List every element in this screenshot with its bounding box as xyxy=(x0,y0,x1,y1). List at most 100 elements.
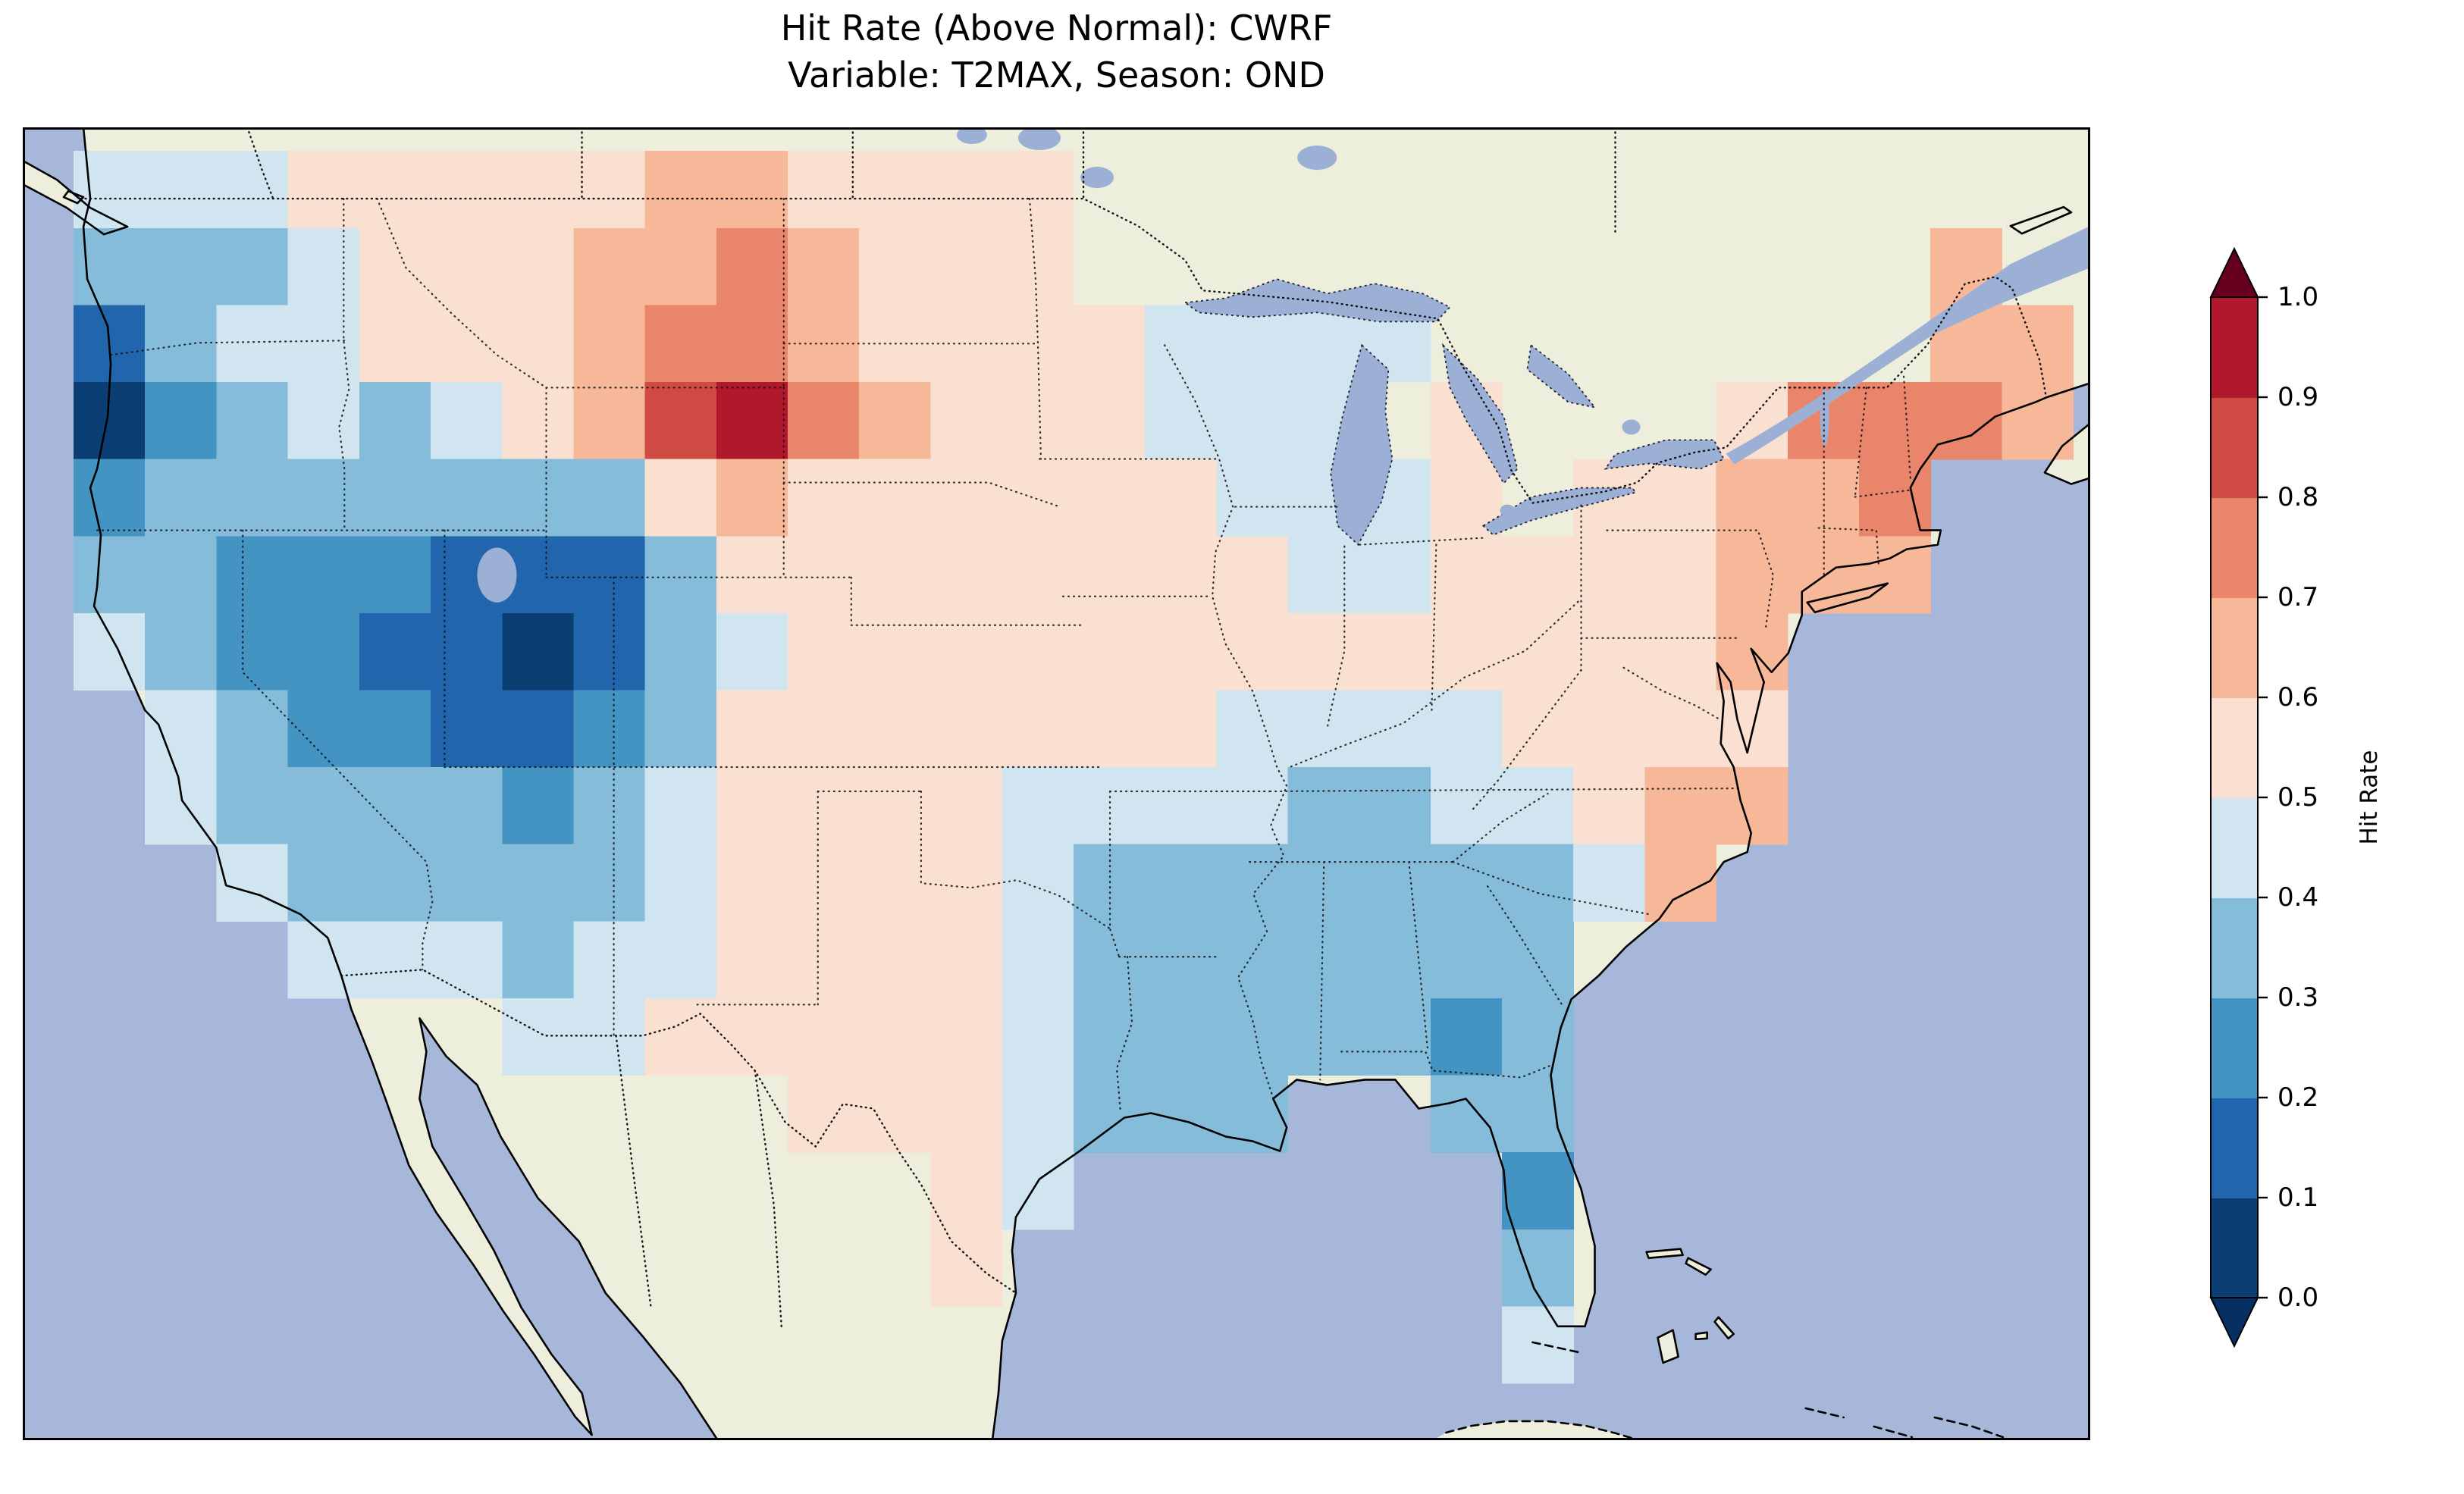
heatmap-cell xyxy=(145,151,217,229)
colorbar: 0.0 0.1 0.2 0.3 0.4 0.5 0.6 0.7 0.8 0.9 1.0 Hit Rat… xyxy=(2206,244,2456,1366)
heatmap-cell xyxy=(359,612,431,691)
colorbar-tick-label: 0.8 xyxy=(2277,482,2318,512)
heatmap-cell xyxy=(1430,844,1503,922)
heatmap-cell xyxy=(930,1229,1003,1307)
lakes-layer xyxy=(477,127,2090,603)
heatmap-cell xyxy=(216,612,289,691)
colorbar-tick-label: 0.9 xyxy=(2277,382,2318,412)
lake-of-the-woods xyxy=(1080,167,1114,189)
heatmap-cell xyxy=(145,227,217,306)
heatmap-cell xyxy=(287,227,360,306)
great-salt-lake xyxy=(477,547,517,603)
heatmap-cell xyxy=(716,844,788,922)
heatmap-cell xyxy=(930,1075,1003,1153)
heatmap-cell xyxy=(145,612,217,691)
heatmap-cell xyxy=(1430,536,1503,614)
heatmap-cell xyxy=(74,612,146,691)
lake-huron xyxy=(1442,343,1519,485)
heatmap-cell xyxy=(573,612,646,691)
heatmap-cell xyxy=(716,612,788,691)
heatmap-cell xyxy=(716,690,788,768)
heatmap-cell xyxy=(431,844,503,922)
cuba-fill xyxy=(1433,1420,1639,1440)
lake-ontario xyxy=(1603,439,1725,470)
heatmap-cell xyxy=(431,151,503,229)
heatmap-cell xyxy=(1002,690,1074,768)
colorbar-svg: 0.0 0.1 0.2 0.3 0.4 0.5 0.6 0.7 0.8 0.9 1.0 Hit Rat… xyxy=(2209,246,2383,1348)
heatmap-cell xyxy=(573,151,646,229)
florida-keys-dashed xyxy=(1531,1341,1583,1355)
colorbar-band xyxy=(2211,297,2258,398)
chart-title-line2: Variable: T2MAX, Season: OND xyxy=(788,55,1325,96)
heatmap-cell xyxy=(1430,1075,1503,1153)
heatmap-cell xyxy=(1073,459,1146,537)
colorbar-band xyxy=(2211,1098,2258,1198)
heatmap-cell xyxy=(930,612,1003,691)
colorbar-tick-label: 0.1 xyxy=(2277,1182,2318,1213)
heatmap-cell xyxy=(716,151,788,229)
heatmap-cell xyxy=(1502,1152,1574,1230)
lake-st-clair xyxy=(1500,504,1516,517)
heatmap-cell xyxy=(573,998,646,1076)
heatmap-cell xyxy=(1430,921,1503,999)
lake-winnipeg xyxy=(1017,127,1061,151)
heatmap-cell xyxy=(859,536,931,614)
chart-title: Hit Rate (Above Normal): CWRF Variable: … xyxy=(23,5,2090,99)
heatmap-cell xyxy=(1073,998,1146,1076)
heatmap-cell xyxy=(573,767,646,845)
heatmap-cell xyxy=(216,382,289,460)
heatmap-cell xyxy=(359,151,431,229)
heatmap-cell xyxy=(1002,536,1074,614)
heatmap-cell xyxy=(644,382,717,460)
colorbar-band xyxy=(2211,998,2258,1098)
heatmap-cell xyxy=(1145,844,1217,922)
axes-frame xyxy=(23,127,2090,1440)
heatmap-cell xyxy=(1002,767,1074,845)
heatmap-cell xyxy=(359,459,431,537)
heatmap-cell xyxy=(145,459,217,537)
heatmap-cell xyxy=(1359,998,1431,1076)
heatmap-cell xyxy=(287,921,360,999)
heatmap-cell xyxy=(788,151,860,229)
heatmap-cell xyxy=(859,690,931,768)
heatmap-cell xyxy=(716,767,788,845)
heatmap-cell xyxy=(216,305,289,383)
heatmap-cell xyxy=(1644,536,1717,614)
heatmap-cell xyxy=(716,305,788,383)
heatmap-cell xyxy=(1359,921,1431,999)
heatmap-cell xyxy=(788,921,860,999)
heatmap-cell xyxy=(145,536,217,614)
heatmap-cell xyxy=(788,1075,860,1153)
heatmap-cell xyxy=(359,227,431,306)
colorbar-tick-label: 0.6 xyxy=(2277,682,2318,713)
heatmap-cell xyxy=(859,844,931,922)
colorbar-band xyxy=(2211,597,2258,698)
heatmap-cell xyxy=(1502,612,1574,691)
bahama-cays-dashed xyxy=(1804,1407,2005,1439)
heatmap-cell xyxy=(1287,536,1360,614)
heatmap-cell xyxy=(145,690,217,768)
chart-title-line1: Hit Rate (Above Normal): CWRF xyxy=(780,8,1333,49)
heatmap-cell xyxy=(1145,767,1217,845)
colorbar-band xyxy=(2211,497,2258,598)
heatmap-cell xyxy=(1644,767,1717,845)
colorbar-band xyxy=(2211,1198,2258,1298)
heatmap-cell xyxy=(1573,690,1645,768)
heatmap-cell xyxy=(502,844,575,922)
heatmap-cell xyxy=(502,227,575,306)
heatmap-cell xyxy=(216,227,289,306)
heatmap-cell xyxy=(74,459,146,537)
heatmap-cell xyxy=(1216,382,1289,460)
heatmap-cell xyxy=(573,382,646,460)
state-borders xyxy=(96,198,1911,1114)
heatmap-cell xyxy=(431,921,503,999)
heatmap-cell xyxy=(1216,844,1289,922)
heatmap-cell xyxy=(573,459,646,537)
heatmap-cell xyxy=(1644,459,1717,537)
heatmap-cell xyxy=(1502,998,1574,1076)
lake-nipigon xyxy=(1297,146,1337,171)
colorbar-band xyxy=(2211,897,2258,998)
heatmap-cell xyxy=(644,459,717,537)
heatmap-cell xyxy=(1216,921,1289,999)
heatmap-cell xyxy=(431,227,503,306)
